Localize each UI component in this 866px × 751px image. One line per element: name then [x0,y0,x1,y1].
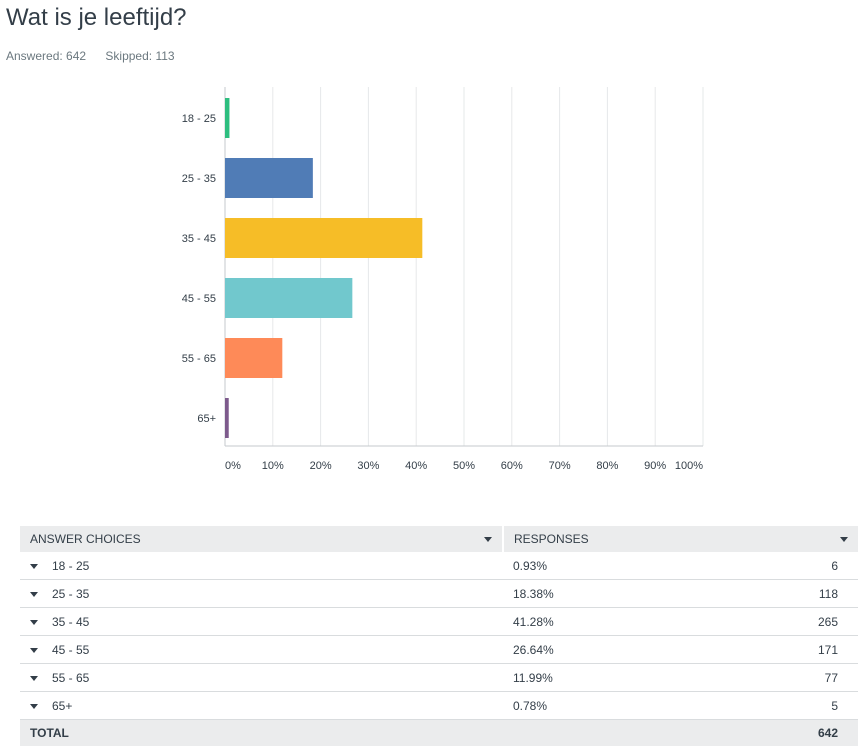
bar[interactable] [225,98,230,138]
response-count: 118 [697,579,858,608]
x-tick-label: 60% [501,460,523,472]
response-percent: 41.28% [503,607,698,636]
response-count: 77 [697,663,858,692]
x-tick-label: 30% [357,460,379,472]
table-row: 25 - 35 18.38% 118 [20,579,858,608]
expand-caret-icon[interactable] [30,563,38,569]
sort-caret-icon[interactable] [484,537,492,542]
answer-choice-cell[interactable]: 55 - 65 [20,663,503,692]
answer-choice-label: 65+ [52,698,73,713]
expand-caret-icon[interactable] [30,619,38,625]
response-count: 265 [697,607,858,636]
x-tick-label: 40% [405,460,427,472]
response-percent: 18.38% [503,579,698,608]
response-stats: Answered: 642 Skipped: 113 [6,49,191,63]
skipped-count: Skipped: 113 [105,49,175,63]
answer-choice-label: 45 - 55 [52,642,90,657]
total-spacer [503,719,698,746]
bar[interactable] [225,398,229,438]
x-tick-label: 100% [675,460,703,472]
answer-choice-label: 18 - 25 [52,558,90,573]
response-count: 6 [697,552,858,580]
bar[interactable] [225,338,283,378]
table-body: 18 - 25 0.93% 6 25 - 35 18.38% 118 35 - 45 41.2… [20,552,858,746]
answer-choice-cell[interactable]: 45 - 55 [20,635,503,664]
expand-caret-icon[interactable] [30,591,38,597]
responses-header[interactable]: RESPONSES [502,526,858,552]
sort-caret-icon[interactable] [840,537,848,542]
category-label: 18 - 25 [182,113,216,125]
response-percent: 26.64% [503,635,698,664]
answer-choices-header-label: ANSWER CHOICES [30,532,141,546]
question-title: Wat is je leeftijd? [6,4,187,31]
answer-choice-cell[interactable]: 25 - 35 [20,579,503,608]
x-tick-label: 50% [453,460,475,472]
response-count: 5 [697,691,858,720]
table-row: 65+ 0.78% 5 [20,691,858,720]
total-label: TOTAL [20,719,503,746]
bar[interactable] [225,278,353,318]
responses-table: ANSWER CHOICES RESPONSES 18 - 25 0.93% 6 25… [20,526,858,746]
answer-choice-cell[interactable]: 18 - 25 [20,552,503,580]
x-tick-label: 80% [596,460,618,472]
answer-choice-label: 55 - 65 [52,670,90,685]
category-label: 45 - 55 [182,293,216,305]
x-tick-label: 0% [225,460,241,472]
expand-caret-icon[interactable] [30,703,38,709]
total-count: 642 [697,719,858,746]
table-row: 35 - 45 41.28% 265 [20,607,858,636]
responses-header-label: RESPONSES [514,532,589,546]
bar[interactable] [225,158,313,198]
category-label: 65+ [197,413,216,425]
expand-caret-icon[interactable] [30,675,38,681]
x-tick-label: 90% [644,460,666,472]
answer-choice-cell[interactable]: 65+ [20,691,503,720]
x-tick-label: 70% [549,460,571,472]
age-bar-chart: 0% 10% 20% 30% 40% 50% 60% 70% 80% 90% 100% 18 - 25… [182,87,704,472]
category-label: 55 - 65 [182,353,216,365]
category-label: 35 - 45 [182,233,216,245]
expand-caret-icon[interactable] [30,647,38,653]
response-percent: 0.78% [503,691,698,720]
response-percent: 0.93% [503,552,698,580]
response-count: 171 [697,635,858,664]
table-row: 18 - 25 0.93% 6 [20,552,858,580]
answer-choices-header[interactable]: ANSWER CHOICES [20,526,503,552]
response-percent: 11.99% [503,663,698,692]
x-tick-label: 10% [262,460,284,472]
table-row: 55 - 65 11.99% 77 [20,663,858,692]
answer-choice-label: 25 - 35 [52,586,90,601]
table-header-row: ANSWER CHOICES RESPONSES [20,526,858,552]
answer-choice-label: 35 - 45 [52,614,90,629]
total-row: TOTAL 642 [20,719,858,746]
x-tick-label: 20% [310,460,332,472]
answered-count: Answered: 642 [6,49,87,63]
table-row: 45 - 55 26.64% 171 [20,635,858,664]
answer-choice-cell[interactable]: 35 - 45 [20,607,503,636]
bar[interactable] [225,218,423,258]
category-label: 25 - 35 [182,173,216,185]
